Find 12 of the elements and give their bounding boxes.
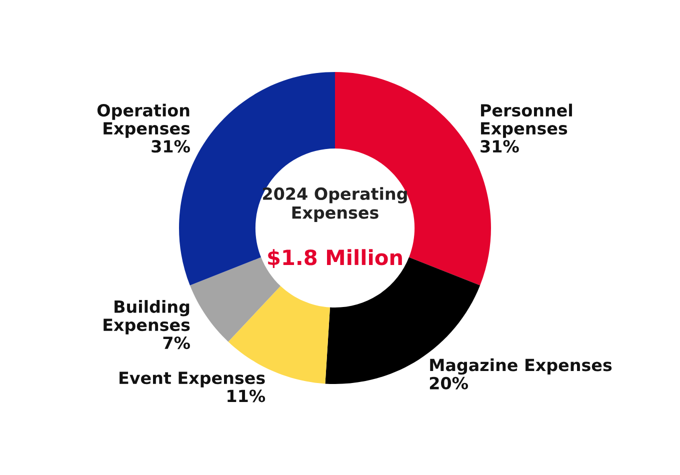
slice-label: Magazine Expenses — [430, 358, 612, 375]
data-label: 7% — [163, 336, 190, 350]
slice-label: Personnel Expenses — [481, 104, 572, 138]
slice-label: Operation Expenses — [97, 104, 190, 138]
data-label: 31% — [480, 140, 519, 153]
text: $1.8 Million — [268, 249, 402, 268]
data-label: 20% — [430, 376, 468, 390]
text: 2024 Operating Expenses — [263, 187, 407, 222]
data-label: 11% — [228, 390, 266, 402]
data-label: 31% — [152, 140, 190, 153]
slice-label: Event Expenses — [120, 372, 265, 388]
slice-label: Building Expenses — [104, 300, 190, 334]
